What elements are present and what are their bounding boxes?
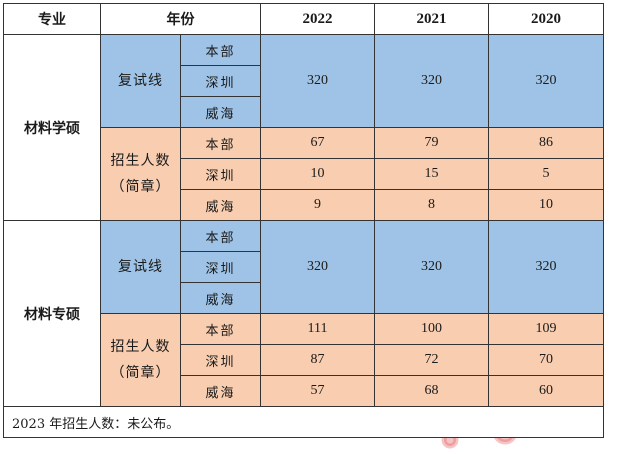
- enroll-label-line1: 招生人数: [101, 148, 180, 174]
- enroll-value: 9: [261, 190, 375, 221]
- campus-label: 威海: [181, 376, 261, 407]
- enroll-value: 72: [375, 345, 489, 376]
- header-year-2021: 2021: [375, 4, 489, 35]
- retest-label: 复试线: [101, 221, 181, 314]
- campus-label: 威海: [181, 190, 261, 221]
- enroll-label-line2: （简章）: [101, 360, 180, 386]
- retest-value: 320: [375, 35, 489, 128]
- campus-label: 本部: [181, 128, 261, 159]
- header-year-2020: 2020: [489, 4, 604, 35]
- header-year: 年份: [101, 4, 261, 35]
- enroll-value: 60: [489, 376, 604, 407]
- enroll-value: 70: [489, 345, 604, 376]
- campus-label: 本部: [181, 35, 261, 66]
- retest-value: 320: [375, 221, 489, 314]
- enroll-value: 10: [489, 190, 604, 221]
- campus-label: 威海: [181, 97, 261, 128]
- enroll-value: 5: [489, 159, 604, 190]
- retest-label: 复试线: [101, 35, 181, 128]
- table-row: 材料学硕 复试线 本部 320 320 320: [4, 35, 604, 66]
- table-row: 材料专硕 复试线 本部 320 320 320: [4, 221, 604, 252]
- enroll-label: 招生人数 （简章）: [101, 128, 181, 221]
- enroll-value: 79: [375, 128, 489, 159]
- enroll-label-line1: 招生人数: [101, 334, 180, 360]
- retest-value: 320: [489, 221, 604, 314]
- campus-label: 深圳: [181, 159, 261, 190]
- enroll-value: 15: [375, 159, 489, 190]
- retest-value: 320: [261, 221, 375, 314]
- enroll-value: 111: [261, 314, 375, 345]
- campus-label: 深圳: [181, 66, 261, 97]
- campus-label: 深圳: [181, 252, 261, 283]
- footnote: 2023 年招生人数：未公布。: [4, 407, 604, 438]
- admission-table: 专业 年份 2022 2021 2020 材料学硕 复试线 本部 320 320…: [3, 3, 604, 438]
- retest-value: 320: [261, 35, 375, 128]
- header-year-2022: 2022: [261, 4, 375, 35]
- campus-label: 本部: [181, 221, 261, 252]
- enroll-label-line2: （简章）: [101, 174, 180, 200]
- enroll-value: 86: [489, 128, 604, 159]
- enroll-value: 57: [261, 376, 375, 407]
- footnote-row: 2023 年招生人数：未公布。: [4, 407, 604, 438]
- enroll-label: 招生人数 （简章）: [101, 314, 181, 407]
- enroll-value: 100: [375, 314, 489, 345]
- campus-label: 威海: [181, 283, 261, 314]
- campus-label: 深圳: [181, 345, 261, 376]
- major-name: 材料学硕: [4, 35, 101, 221]
- retest-value: 320: [489, 35, 604, 128]
- enroll-value: 87: [261, 345, 375, 376]
- header-row: 专业 年份 2022 2021 2020: [4, 4, 604, 35]
- enroll-value: 10: [261, 159, 375, 190]
- major-name: 材料专硕: [4, 221, 101, 407]
- enroll-value: 8: [375, 190, 489, 221]
- enroll-value: 109: [489, 314, 604, 345]
- enroll-value: 68: [375, 376, 489, 407]
- campus-label: 本部: [181, 314, 261, 345]
- header-major: 专业: [4, 4, 101, 35]
- enroll-value: 67: [261, 128, 375, 159]
